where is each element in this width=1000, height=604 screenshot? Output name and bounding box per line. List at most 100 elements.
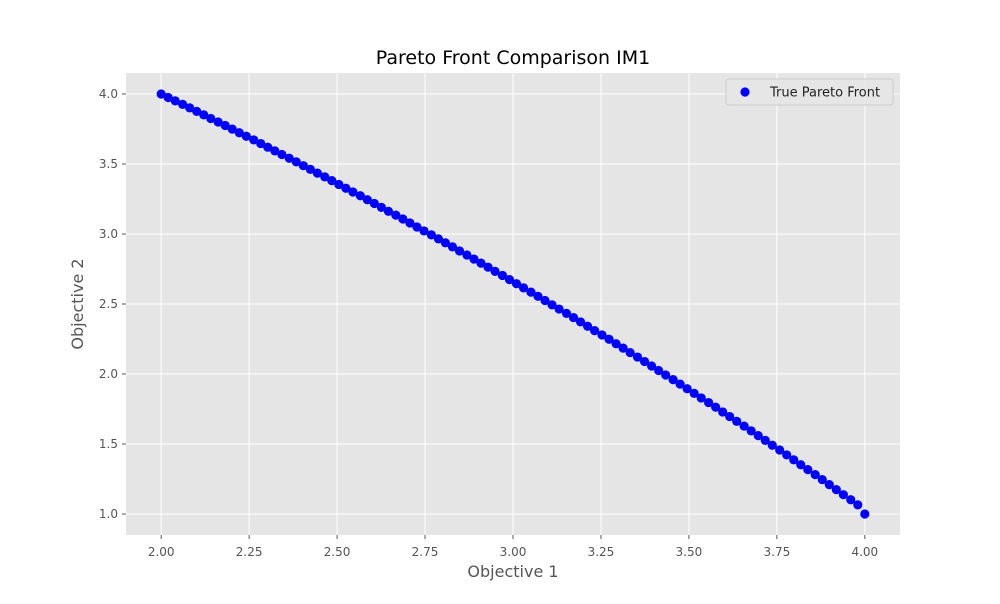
data-point — [327, 176, 337, 186]
data-point — [462, 250, 472, 260]
data-point — [433, 234, 444, 244]
y-axis-ticks: 1.0 1.5 2.0 2.5 3.0 3.5 4.0 — [99, 87, 126, 521]
data-point — [604, 334, 614, 344]
data-point — [810, 470, 820, 480]
data-point — [732, 416, 742, 426]
legend-marker — [740, 87, 750, 97]
data-point — [618, 343, 628, 353]
chart-title: Pareto Front Comparison IM1 — [376, 47, 650, 69]
data-point — [767, 440, 777, 450]
data-point — [518, 283, 529, 293]
data-point — [668, 375, 678, 385]
data-point — [369, 198, 379, 209]
data-point — [305, 164, 315, 174]
data-point — [575, 317, 586, 327]
data-point — [391, 210, 401, 220]
data-point — [796, 460, 806, 470]
data-point — [348, 187, 358, 197]
data-point — [298, 161, 308, 171]
data-point — [533, 291, 543, 301]
data-point — [170, 96, 180, 106]
y-axis-label: Objective 2 — [68, 258, 87, 349]
data-point — [853, 500, 863, 510]
data-point — [725, 411, 735, 422]
data-point — [511, 279, 522, 289]
data-point — [632, 352, 643, 362]
x-tick-label: 2.75 — [412, 545, 439, 559]
data-point — [611, 339, 621, 349]
data-point — [312, 168, 322, 178]
data-point — [199, 110, 209, 120]
data-point — [263, 142, 273, 152]
data-point — [320, 172, 330, 182]
data-point — [753, 431, 763, 441]
data-point — [440, 238, 451, 248]
data-point — [675, 379, 685, 389]
data-point — [227, 124, 237, 134]
data-point — [689, 388, 699, 398]
data-point — [568, 312, 579, 323]
x-axis-label: Objective 1 — [467, 562, 558, 581]
x-tick-label: 2.50 — [324, 545, 351, 559]
data-point — [554, 304, 564, 314]
y-tick-label: 1.0 — [99, 507, 118, 521]
data-point — [249, 135, 259, 145]
data-point — [526, 287, 536, 297]
data-point — [483, 262, 493, 272]
data-point — [220, 120, 230, 131]
data-point — [597, 330, 607, 340]
x-tick-label: 2.25 — [236, 545, 263, 559]
data-point — [846, 495, 856, 505]
data-point — [185, 103, 195, 113]
x-axis-ticks: 2.00 2.25 2.50 2.75 3.00 3.25 3.50 3.75 4.00 — [148, 535, 878, 559]
data-point — [860, 509, 870, 519]
data-point — [284, 153, 294, 163]
x-tick-label: 4.00 — [851, 545, 878, 559]
data-point — [192, 106, 202, 116]
data-point — [718, 407, 728, 417]
data-point — [760, 435, 770, 445]
data-point — [291, 157, 301, 167]
legend: True Pareto Front — [725, 78, 894, 106]
data-point — [256, 138, 266, 149]
data-point — [426, 230, 436, 240]
data-point — [497, 270, 508, 281]
data-point — [412, 222, 422, 232]
y-tick-label: 4.0 — [99, 87, 118, 101]
data-point — [547, 300, 557, 310]
data-point — [213, 117, 223, 127]
data-point — [447, 242, 458, 252]
data-point — [355, 191, 365, 201]
data-point — [341, 183, 351, 193]
data-point — [590, 326, 600, 336]
data-point — [711, 402, 721, 412]
data-point — [682, 384, 692, 394]
data-point — [817, 474, 827, 485]
data-point — [362, 195, 372, 205]
x-tick-label: 3.25 — [588, 545, 615, 559]
data-point — [654, 365, 664, 376]
data-point — [639, 356, 650, 367]
data-point — [206, 113, 216, 124]
data-point — [739, 421, 749, 431]
legend-box — [725, 78, 894, 106]
data-point — [490, 266, 500, 276]
data-point — [625, 347, 635, 358]
data-point — [334, 179, 344, 190]
data-point — [419, 226, 429, 236]
data-point — [775, 445, 785, 455]
data-point — [831, 485, 841, 495]
data-point — [789, 455, 799, 465]
data-point — [277, 149, 287, 160]
y-tick-label: 2.5 — [99, 297, 118, 311]
data-point — [454, 246, 465, 256]
y-tick-label: 3.5 — [99, 157, 118, 171]
data-points — [156, 89, 870, 519]
x-tick-label: 3.00 — [500, 545, 527, 559]
data-point — [696, 393, 706, 403]
data-point — [746, 426, 756, 436]
data-point — [376, 202, 387, 212]
x-tick-label: 3.75 — [764, 545, 791, 559]
data-point — [704, 397, 714, 408]
